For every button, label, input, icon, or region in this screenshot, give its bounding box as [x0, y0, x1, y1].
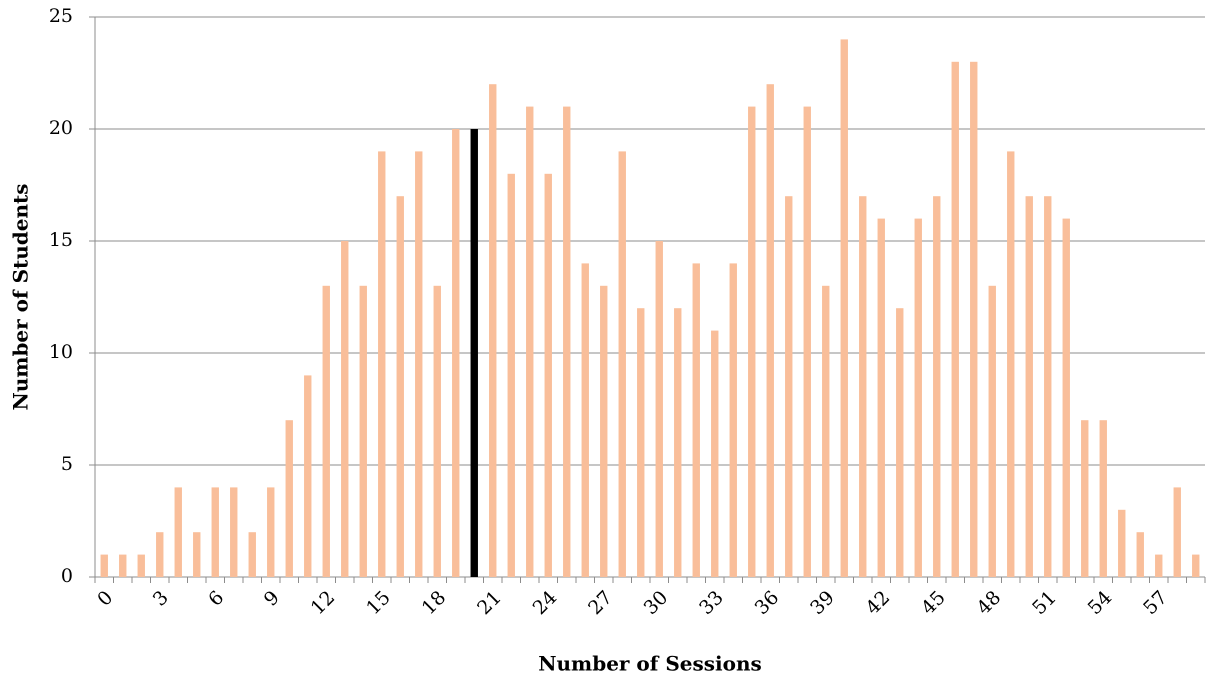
bar: [489, 84, 497, 577]
y-tick-label: 15: [49, 229, 73, 251]
bar: [711, 330, 719, 577]
bar: [933, 196, 941, 577]
bar: [1025, 196, 1033, 577]
bar: [822, 285, 830, 577]
x-tick-label: 45: [917, 587, 950, 620]
bar: [359, 285, 367, 577]
bar: [970, 61, 978, 578]
bar: [1062, 218, 1070, 577]
bar: [1173, 487, 1181, 577]
bar: [803, 106, 811, 577]
bar: [415, 151, 423, 577]
x-tick-label: 42: [862, 587, 895, 620]
x-tick-label: 51: [1028, 587, 1061, 620]
x-tick-label: 21: [473, 587, 506, 620]
x-tick-label: 54: [1084, 587, 1117, 620]
bar: [581, 263, 589, 577]
x-tick-label: 3: [149, 587, 173, 611]
bar: [267, 487, 275, 577]
bar: [563, 106, 571, 577]
bar: [544, 173, 552, 578]
x-axis-title: Number of Sessions: [538, 652, 762, 676]
x-tick-label: 39: [806, 587, 839, 620]
y-tick-label: 25: [49, 5, 73, 27]
bar: [1081, 420, 1089, 577]
bar: [119, 554, 127, 577]
bar: [378, 151, 386, 577]
bar: [1007, 151, 1015, 577]
y-tick-label: 10: [49, 341, 73, 363]
bar: [452, 129, 460, 577]
bar: [1044, 196, 1052, 577]
bar: [507, 173, 515, 578]
x-tick-label: 18: [418, 587, 451, 620]
y-tick-label: 5: [61, 453, 73, 475]
bar: [618, 151, 626, 577]
bar: [174, 487, 182, 577]
bar: [877, 218, 885, 577]
bar: [692, 263, 700, 577]
y-tick-label: 0: [61, 565, 73, 587]
bar: [526, 106, 534, 577]
bar: [840, 39, 848, 577]
bar: [156, 532, 164, 577]
x-tick-label: 33: [695, 587, 728, 620]
bar: [1192, 554, 1200, 577]
bar: [655, 241, 663, 577]
x-tick-label: 12: [307, 587, 340, 620]
bar: [729, 263, 737, 577]
x-tick-label: 30: [640, 587, 673, 620]
bar: [766, 84, 774, 577]
x-tick-label: 27: [584, 587, 617, 620]
bar: [285, 420, 293, 577]
bar: [1136, 532, 1144, 577]
bar: [785, 196, 793, 577]
x-tick-label: 6: [204, 587, 228, 611]
bar: [100, 554, 108, 577]
bar: [600, 285, 608, 577]
bar: [193, 532, 201, 577]
bar: [322, 285, 330, 577]
bar: [914, 218, 922, 577]
x-tick-label: 36: [751, 587, 784, 620]
x-tick-label: 9: [260, 587, 284, 611]
bar: [1155, 554, 1163, 577]
bar: [1099, 420, 1107, 577]
bar: [896, 308, 904, 577]
y-tick-label: 20: [49, 117, 73, 139]
x-tick-label: 48: [973, 587, 1006, 620]
bar: [341, 241, 349, 577]
bar: [859, 196, 867, 577]
bar: [137, 554, 145, 577]
bar: [470, 129, 478, 577]
bar: [748, 106, 756, 577]
bar: [248, 532, 256, 577]
x-tick-label: 0: [93, 587, 117, 611]
bar: [396, 196, 404, 577]
bar: [433, 285, 441, 577]
y-axis-title: Number of Students: [9, 183, 33, 410]
bar: [211, 487, 219, 577]
bar: [674, 308, 682, 577]
bar: [988, 285, 996, 577]
x-tick-label: 15: [362, 587, 395, 620]
bar: [230, 487, 238, 577]
x-tick-label: 57: [1139, 587, 1172, 620]
x-tick-label: 24: [529, 587, 562, 620]
bar: [637, 308, 645, 577]
bar: [1118, 509, 1126, 577]
bar: [951, 61, 959, 578]
bar: [304, 375, 312, 577]
